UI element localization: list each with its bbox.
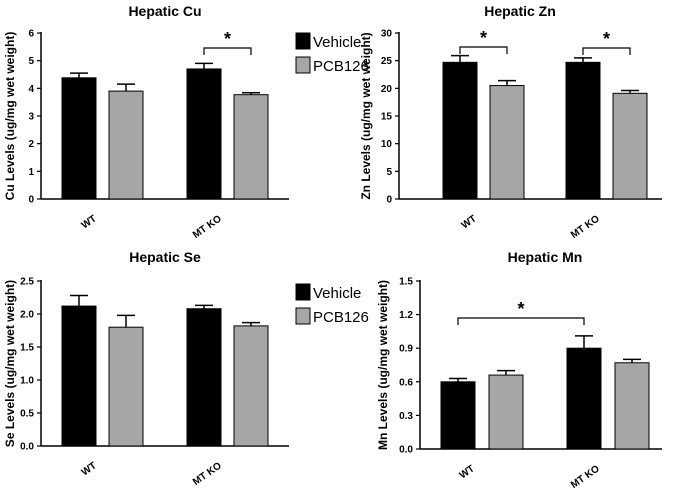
- y-tick-label: 2.0: [20, 310, 34, 321]
- legend-label-pcb126: PCB126: [313, 58, 369, 75]
- bar-vehicle-mt-ko: [566, 347, 602, 450]
- bar-pcb126-wt: [108, 90, 144, 200]
- y-tick-label: 2: [28, 139, 34, 150]
- chart-title: Hepatic Mn: [508, 249, 583, 265]
- y-tick-label: 3: [28, 112, 34, 123]
- y-tick-label: 0: [28, 195, 34, 206]
- y-tick-label: 1.5: [20, 343, 34, 354]
- chart-panel-2: Hepatic Zn Zn Levels (ug/mg wet weight) 0 5…: [359, 3, 662, 241]
- y-tick-label: 0.0: [399, 445, 413, 456]
- y-axis-label: Se Levels (ug/mg wet weight): [3, 280, 17, 447]
- y-tick-label: 20: [381, 84, 393, 95]
- y-tick-label: 25: [381, 56, 393, 67]
- y-axis-label: Mn Levels (ug/mg wet weight): [376, 280, 390, 450]
- y-tick-label: 5: [28, 56, 34, 67]
- chart-panel-4: Hepatic Mn Mn Levels (ug/mg wet weight) 0.…: [376, 249, 662, 488]
- x-category-label: WT: [460, 213, 479, 231]
- bar-pcb126-mt-ko: [612, 92, 648, 200]
- legend-swatch-vehicle: [295, 32, 311, 50]
- chart-panel-3: Hepatic Se Se Levels (ug/mg wet weight) 0.…: [3, 249, 369, 488]
- significance-star: *: [224, 29, 231, 49]
- x-category-label: WT: [458, 463, 477, 481]
- significance-star: *: [480, 28, 487, 48]
- bar-pcb126-wt: [488, 374, 524, 450]
- x-category-label: MT KO: [191, 213, 224, 241]
- bar-pcb126-mt-ko: [233, 94, 269, 200]
- significance-bracket: [203, 47, 252, 55]
- y-axis-label: Zn Levels (ug/mg wet weight): [359, 32, 373, 199]
- y-tick-label: 0.9: [399, 344, 413, 355]
- chart-title: Hepatic Zn: [484, 3, 556, 19]
- significance-star: *: [603, 29, 610, 49]
- y-tick-label: 0.3: [399, 411, 413, 422]
- bar-pcb126-mt-ko: [614, 362, 650, 450]
- bar-pcb126-mt-ko: [233, 325, 269, 447]
- y-tick-label: 30: [381, 29, 393, 40]
- bar-vehicle-mt-ko: [565, 61, 601, 200]
- y-tick-label: 1: [28, 167, 34, 178]
- y-tick-label: 15: [381, 112, 393, 123]
- x-category-label: WT: [80, 213, 99, 231]
- legend-swatch-pcb126: [295, 307, 311, 325]
- bar-vehicle-wt: [61, 305, 97, 447]
- y-tick-label: 10: [381, 139, 393, 150]
- y-tick-label: 1.0: [20, 376, 34, 387]
- chart-panel-1: Hepatic Cu Cu Levels (ug/mg wet weight) 0 1…: [3, 3, 369, 241]
- y-tick-label: 2.5: [20, 277, 34, 288]
- chart-title: Hepatic Cu: [128, 3, 201, 19]
- bar-vehicle-wt: [440, 381, 476, 450]
- chart-title: Hepatic Se: [129, 249, 201, 265]
- y-axis-label: Cu Levels (ug/mg wet weight): [3, 32, 17, 201]
- y-tick-label: 0: [386, 195, 392, 206]
- significance-bracket: [582, 47, 631, 55]
- x-category-label: MT KO: [569, 463, 602, 488]
- y-tick-label: 1.5: [399, 277, 413, 288]
- y-tick-label: 5: [386, 167, 392, 178]
- x-category-label: WT: [80, 460, 99, 478]
- x-category-label: MT KO: [569, 213, 602, 241]
- y-tick-label: 0.0: [20, 442, 34, 453]
- bar-pcb126-wt: [108, 326, 144, 447]
- legend-swatch-vehicle: [295, 283, 311, 301]
- y-tick-label: 6: [28, 29, 34, 40]
- bar-vehicle-wt: [61, 77, 97, 200]
- y-tick-label: 1.2: [399, 310, 413, 321]
- x-category-label: MT KO: [191, 460, 224, 488]
- bar-pcb126-wt: [489, 85, 525, 200]
- legend-label-pcb126: PCB126: [313, 309, 369, 326]
- bar-vehicle-mt-ko: [186, 68, 222, 200]
- y-tick-label: 0.6: [399, 377, 413, 388]
- significance-bracket: [459, 46, 508, 54]
- legend-label-vehicle: Vehicle: [313, 34, 361, 51]
- bar-vehicle-wt: [442, 61, 478, 200]
- y-tick-label: 4: [28, 84, 34, 95]
- significance-bracket: [457, 317, 585, 325]
- legend-swatch-pcb126: [295, 56, 311, 74]
- significance-star: *: [517, 299, 524, 319]
- legend-label-vehicle: Vehicle: [313, 285, 361, 302]
- bar-vehicle-mt-ko: [186, 308, 222, 447]
- y-tick-label: 0.5: [20, 409, 34, 420]
